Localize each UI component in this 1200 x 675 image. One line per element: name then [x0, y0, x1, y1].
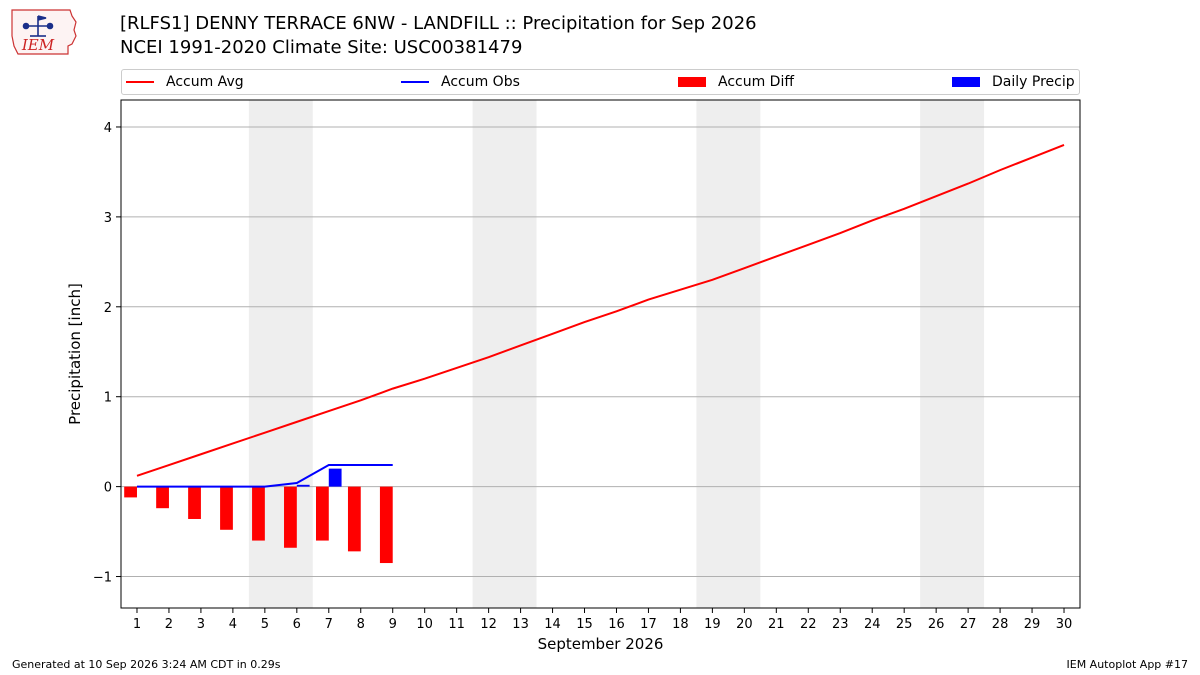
accum-diff-bar [284, 486, 297, 548]
x-tick-label: 28 [992, 617, 1009, 632]
accum-diff-bar [252, 486, 265, 541]
y-tick-label: 0 [104, 481, 112, 496]
chart-title-line2: NCEI 1991-2020 Climate Site: USC00381479 [120, 37, 523, 58]
daily-precip-bar [328, 468, 342, 487]
y-axis-ticks: −1 0 1 2 3 4 [93, 121, 121, 586]
x-tick-label: 1 [133, 617, 141, 632]
daily-precip-bar [296, 484, 310, 487]
legend-item-daily-precip: Daily Precip [952, 74, 1075, 90]
legend-label-accum-avg: Accum Avg [166, 74, 244, 90]
x-tick-label: 5 [261, 617, 269, 632]
plot-frame [120, 99, 1081, 609]
x-axis-label: September 2026 [538, 635, 664, 653]
legend-swatch-accum-diff [678, 77, 706, 87]
chart-legend: Accum Avg Accum Obs Accum Diff Daily Pre… [121, 69, 1080, 95]
accum-avg-line [136, 144, 1065, 477]
legend-swatch-daily-precip [952, 77, 980, 87]
y-tick-label: 2 [104, 301, 112, 316]
x-tick-label: 6 [293, 617, 301, 632]
accum-diff-bar [156, 486, 169, 509]
weather-station-icon [22, 15, 54, 37]
y-tick-label: 3 [104, 211, 112, 226]
x-tick-label: 27 [960, 617, 977, 632]
x-tick-label: 22 [800, 617, 817, 632]
legend-item-accum-diff: Accum Diff [678, 74, 794, 90]
x-tick-label: 23 [832, 617, 849, 632]
logo-text: IEM [21, 36, 55, 54]
footer-generated: Generated at 10 Sep 2026 3:24 AM CDT in … [12, 658, 281, 671]
lines [136, 144, 1065, 488]
weekend-band-3 [920, 100, 985, 608]
y-tick-label: 1 [104, 391, 112, 406]
x-tick-label: 25 [896, 617, 913, 632]
x-tick-label: 3 [197, 617, 205, 632]
x-tick-label: 29 [1024, 617, 1041, 632]
accum-diff-bar [347, 486, 361, 552]
x-tick-label: 7 [325, 617, 333, 632]
accum-diff-bar [188, 486, 201, 519]
x-tick-label: 16 [608, 617, 625, 632]
footer-app: IEM Autoplot App #17 [1066, 658, 1189, 671]
accum-diff-bar [315, 486, 329, 541]
x-tick-label: 18 [672, 617, 689, 632]
weekend-shading [248, 100, 985, 608]
x-tick-label: 21 [768, 617, 785, 632]
x-tick-label: 15 [576, 617, 593, 632]
x-tick-label: 4 [229, 617, 237, 632]
y-tick-label: −1 [93, 571, 112, 586]
iem-logo: IEM [11, 9, 77, 55]
legend-item-accum-obs: Accum Obs [401, 74, 520, 90]
x-tick-label: 9 [389, 617, 397, 632]
x-tick-label: 30 [1056, 617, 1073, 632]
x-tick-label: 11 [448, 617, 465, 632]
accum-obs-line [136, 464, 393, 488]
y-axis-label: Precipitation [inch] [66, 283, 84, 425]
x-tick-label: 14 [544, 617, 561, 632]
accum-diff-bar [379, 486, 393, 564]
legend-item-accum-avg: Accum Avg [126, 74, 244, 90]
weekend-band-1 [472, 100, 537, 608]
legend-label-daily-precip: Daily Precip [992, 74, 1075, 90]
x-tick-label: 10 [416, 617, 433, 632]
x-tick-label: 8 [357, 617, 365, 632]
x-axis-ticks: 1 2 3 4 5 6 7 8 9 10 11 12 13 14 15 16 17 18 19 20 21 22 23 24 2… [133, 608, 1072, 632]
x-tick-label: 24 [864, 617, 881, 632]
legend-swatch-accum-avg [126, 81, 154, 83]
legend-label-accum-obs: Accum Obs [441, 74, 520, 90]
x-tick-label: 12 [480, 617, 497, 632]
x-tick-label: 17 [640, 617, 657, 632]
accum-diff-bar [124, 486, 137, 498]
legend-label-accum-diff: Accum Diff [718, 74, 795, 90]
weekend-band-2 [696, 100, 761, 608]
accum-diff-bar [220, 486, 233, 530]
x-tick-label: 20 [736, 617, 753, 632]
y-tick-label: 4 [104, 121, 112, 136]
x-tick-label: 13 [512, 617, 529, 632]
legend-swatch-accum-obs [401, 81, 429, 83]
grid-lines [121, 126, 1080, 578]
iowa-outline-icon [11, 9, 77, 55]
bars [124, 468, 393, 564]
x-tick-label: 19 [704, 617, 721, 632]
x-tick-label: 2 [165, 617, 173, 632]
chart-title-line1: [RLFS1] DENNY TERRACE 6NW - LANDFILL :: … [120, 13, 757, 34]
x-tick-label: 26 [928, 617, 945, 632]
